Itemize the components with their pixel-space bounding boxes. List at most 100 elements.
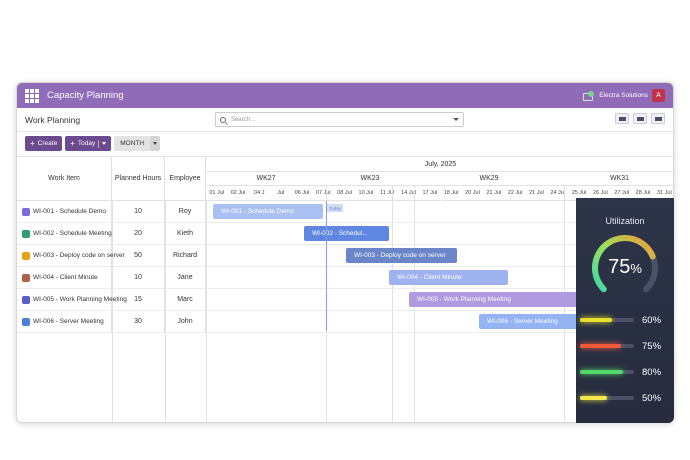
employee-header: Employee [165, 157, 206, 201]
employee-cell: Roy [165, 201, 206, 223]
utilization-bar-fill [580, 396, 607, 400]
utilization-panel: Utilization 75% 60% 75% 80% 50% [576, 198, 674, 423]
utilization-bar-label: 60% [642, 315, 662, 326]
page-title: Work Planning [25, 114, 81, 125]
work-item-label: WI-006 - Server Meeting [33, 318, 104, 325]
app-title: Capacity Planning [47, 90, 124, 101]
week-divider [392, 186, 393, 422]
apps-grid-icon[interactable] [25, 88, 39, 103]
timeline-row [206, 267, 673, 289]
day-label: 21 Jul [483, 186, 505, 201]
utilization-bar-track [580, 396, 634, 400]
list-view-button[interactable] [615, 113, 629, 124]
utilization-bar-label: 50% [642, 393, 662, 404]
utilization-bar-track [580, 318, 634, 322]
planned-hours-cell: 10 [112, 267, 165, 289]
timeline-row [206, 289, 673, 311]
today-button[interactable]: + Today [65, 136, 112, 151]
day-label: 08 Jul [333, 186, 356, 201]
planned-hours-cell: 50 [112, 245, 165, 267]
day-label: 02 Jul [227, 186, 249, 201]
month-header: July, 2025 [206, 157, 673, 172]
utilization-gauge [592, 235, 658, 293]
table-row-item[interactable]: WI-005 - Work Planning Meeting [17, 289, 127, 311]
work-item-header: Work Item [17, 157, 112, 201]
table-row-item[interactable]: WI-003 - Deploy code on server [17, 245, 125, 267]
day-label: 20 Jul [461, 186, 484, 201]
utilization-title: Utilization [605, 216, 645, 226]
today-caret-icon [102, 142, 107, 145]
today-label: Today [77, 140, 96, 147]
table-row-item[interactable]: WI-004 - Client Minute [17, 267, 112, 289]
table-row-item[interactable]: WI-006 - Server Meeting [17, 311, 112, 333]
view-switcher [615, 113, 665, 124]
utilization-bar-fill [580, 344, 621, 348]
utilization-bar-row: 50% [576, 393, 674, 404]
work-item-label: WI-005 - Work Planning Meeting [33, 296, 127, 303]
today-marker-label: Today [327, 204, 344, 212]
gantt-bar[interactable]: WI-002 - Schedul... [304, 226, 389, 241]
day-label: 04 J [248, 186, 270, 201]
timeline-row [206, 245, 673, 267]
week-label: WK27 [206, 172, 326, 186]
utilization-bar-label: 75% [642, 341, 662, 352]
work-item-label: WI-002 - Schedule Meeting [33, 230, 112, 237]
day-label: 10 Jul [355, 186, 377, 201]
search-input[interactable]: Search... [215, 112, 464, 127]
table-row-item[interactable]: WI-001 - Schedule Demo [17, 201, 112, 223]
day-label: 18 Jul [440, 186, 462, 201]
search-options-caret-icon[interactable] [453, 118, 459, 121]
day-label: 01 Jul [206, 186, 228, 201]
utilization-bar-fill [580, 318, 613, 322]
utilization-bar-row: 75% [576, 341, 674, 352]
column-divider [165, 201, 166, 422]
planned-hours-cell: 20 [112, 223, 165, 245]
gantt-bar[interactable]: WI-003 - Deploy code on server [346, 248, 457, 263]
table-row-item[interactable]: WI-002 - Schedule Meeting [17, 223, 112, 245]
planned-hours-cell: 15 [112, 289, 165, 311]
utilization-number: 75 [608, 256, 631, 278]
day-label: 22 Jul [504, 186, 526, 201]
gantt-view-button[interactable] [651, 113, 665, 124]
utilization-bar-row: 60% [576, 315, 674, 326]
employee-cell: Jane [165, 267, 206, 289]
column-divider [112, 201, 113, 422]
scale-caret-icon[interactable] [150, 136, 161, 151]
work-item-label: WI-004 - Client Minute [33, 274, 98, 281]
gantt-bar[interactable]: WI-004 - Client Minute [389, 270, 508, 285]
planned-hours-header: Planned Hours [112, 157, 165, 201]
column-divider [206, 201, 207, 422]
top-bar: Capacity Planning Electra Solutions A [17, 83, 673, 108]
timeline-row [206, 311, 673, 333]
company-switch-icon[interactable] [583, 90, 595, 101]
gantt-bar[interactable]: WI-006 - Server Meeting [479, 314, 589, 329]
company-name[interactable]: Electra Solutions [599, 92, 648, 99]
employee-cell: Richard [165, 245, 206, 267]
plus-icon: + [30, 139, 35, 148]
toolbar: + Create + Today MONTH [25, 136, 161, 151]
employee-cell: John [165, 311, 206, 333]
work-item-label: WI-003 - Deploy code on server [33, 252, 125, 259]
user-avatar[interactable]: A [652, 89, 665, 102]
task-type-icon [22, 273, 30, 282]
day-label: 11 Jul [376, 186, 398, 201]
topbar-right: Electra Solutions A [583, 89, 665, 102]
week-label: WK31 [564, 172, 673, 186]
gantt-bar[interactable]: WI-005 - Work Planning Meeting [409, 292, 589, 307]
gantt-bar[interactable]: WI-001 - Schedule Demo [213, 204, 323, 219]
gantt-chart: Work Item Planned Hours Employee July, 2… [17, 156, 673, 422]
day-label: 06 Jul [291, 186, 313, 201]
plus-icon: + [70, 139, 75, 148]
day-label: 14 Jul [397, 186, 420, 201]
scale-label[interactable]: MONTH [114, 136, 151, 151]
chart-view-button[interactable] [633, 113, 647, 124]
week-label: WK29 [414, 172, 564, 186]
planned-hours-cell: 10 [112, 201, 165, 223]
utilization-bar-row: 80% [576, 367, 674, 378]
day-label: Jul [269, 186, 292, 201]
timeline-row [206, 201, 673, 223]
scale-select[interactable]: MONTH [114, 136, 161, 151]
day-label: 24 Jul [547, 186, 569, 201]
create-button[interactable]: + Create [25, 136, 63, 151]
day-label: 21 Jul [525, 186, 548, 201]
